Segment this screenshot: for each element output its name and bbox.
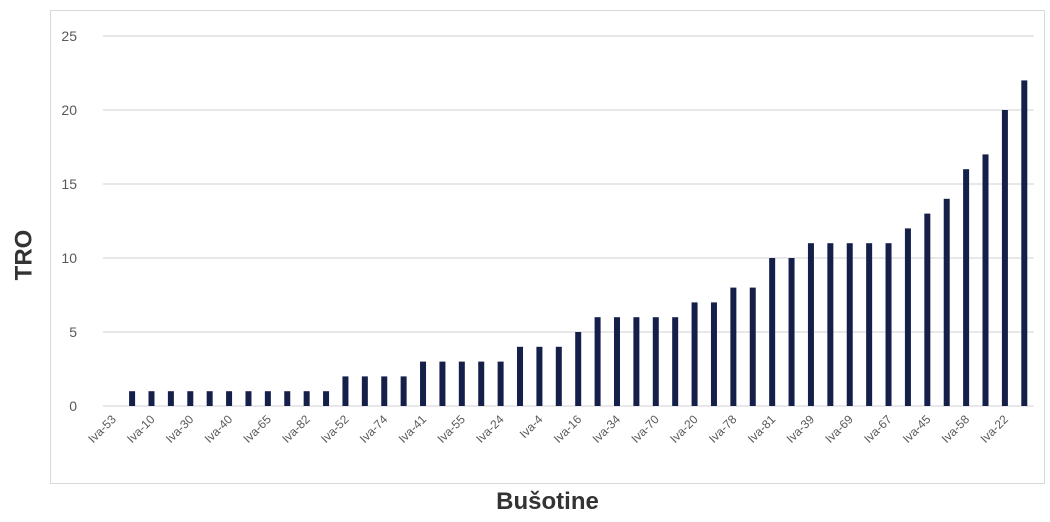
x-tick-label: Iva-55 (434, 412, 468, 446)
bar (691, 302, 698, 406)
bars (129, 80, 1028, 407)
bar (1021, 80, 1028, 407)
bar (846, 243, 853, 406)
bar (594, 317, 601, 406)
y-tick-label: 0 (69, 398, 77, 414)
bar (652, 317, 659, 406)
x-tick-label: Iva-24 (473, 412, 507, 446)
bar (342, 376, 349, 406)
bar (866, 243, 873, 406)
y-tick-label: 15 (61, 176, 77, 192)
bar (613, 317, 620, 406)
y-tick-label: 25 (61, 28, 77, 44)
bar (769, 258, 776, 406)
bar (982, 154, 989, 406)
bar (555, 346, 562, 406)
bar (400, 376, 407, 406)
x-tick-label: Iva-20 (667, 412, 701, 446)
x-tick-label: Iva-45 (900, 412, 934, 446)
x-tick-label: Iva-53 (85, 412, 119, 446)
bar (924, 213, 931, 406)
bar (497, 361, 504, 406)
x-tick-label: Iva-58 (939, 412, 973, 446)
bar (361, 376, 368, 406)
bar (439, 361, 446, 406)
x-tick-label: Iva-4 (517, 412, 546, 441)
y-tick-label: 10 (61, 250, 77, 266)
x-tick-label: Iva-30 (163, 412, 197, 446)
bar (458, 361, 465, 406)
bar (885, 243, 892, 406)
bar (303, 391, 310, 406)
y-tick-label: 20 (61, 102, 77, 118)
bar (575, 332, 582, 406)
bar (710, 302, 717, 406)
x-axis-title: Bušotine (496, 488, 599, 515)
bar (517, 346, 524, 406)
x-tick-label: Iva-52 (318, 412, 352, 446)
bar (187, 391, 194, 406)
bar (1001, 110, 1008, 406)
bar (245, 391, 252, 406)
x-tick-label: Iva-82 (279, 412, 313, 446)
x-tick-label: Iva-22 (978, 412, 1012, 446)
bar (148, 391, 155, 406)
bar (963, 169, 970, 406)
bar (226, 391, 233, 406)
bar (633, 317, 640, 406)
x-tick-label: Iva-69 (822, 412, 856, 446)
x-tick-label: Iva-70 (628, 412, 662, 446)
bar (167, 391, 174, 406)
bar (807, 243, 814, 406)
bar (943, 198, 950, 406)
y-axis-title: TRO (10, 229, 38, 281)
y-tick-label: 5 (69, 324, 77, 340)
bar (536, 346, 543, 406)
bar (264, 391, 271, 406)
bar (420, 361, 427, 406)
y-axis-title-wrap: TRO (0, 205, 48, 305)
x-tick-label: Iva-34 (590, 412, 624, 446)
bar (904, 228, 911, 406)
gridlines (103, 35, 1034, 407)
bar (672, 317, 679, 406)
bar (788, 258, 795, 406)
chart-area: 0 5 10 15 20 25 Iva-53 Iva-10 Iva-30 Iva-40 Iva-6… (50, 10, 1045, 484)
bar (749, 287, 756, 406)
bar (206, 391, 213, 406)
bar (323, 391, 330, 406)
x-tick-label: Iva-81 (745, 412, 779, 446)
x-tick-label: Iva-78 (706, 412, 740, 446)
y-axis-ticks: 0 5 10 15 20 25 (61, 28, 77, 414)
x-tick-label: Iva-10 (124, 412, 158, 446)
bar (129, 391, 136, 406)
x-tick-label: Iva-39 (784, 412, 818, 446)
bar (827, 243, 834, 406)
bar (730, 287, 737, 406)
x-tick-label: Iva-65 (240, 412, 274, 446)
x-tick-label: Iva-67 (861, 412, 895, 446)
bar (284, 391, 291, 406)
x-tick-label: Iva-40 (202, 412, 236, 446)
x-tick-label: Iva-16 (551, 412, 585, 446)
bar (381, 376, 388, 406)
x-tick-label: Iva-74 (357, 412, 391, 446)
x-axis-ticks: Iva-53 Iva-10 Iva-30 Iva-40 Iva-65 Iva-82 Iva-… (85, 412, 1011, 446)
bar (478, 361, 485, 406)
x-tick-label: Iva-41 (396, 412, 430, 446)
